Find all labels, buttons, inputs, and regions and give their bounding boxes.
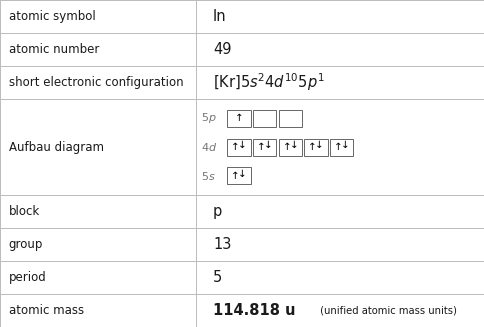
Text: ↑: ↑ — [334, 142, 343, 152]
Bar — [279, 139, 302, 156]
Bar — [227, 167, 251, 184]
Text: (unified atomic mass units): (unified atomic mass units) — [317, 305, 457, 316]
Text: ↑: ↑ — [235, 113, 243, 123]
Text: ↑: ↑ — [257, 142, 266, 152]
Text: short electronic configuration: short electronic configuration — [9, 76, 183, 89]
Text: $\mathregular{[Kr]5}s^{\mathregular{2}}\mathregular{4}d^{\mathregular{10}}\mathr: $\mathregular{[Kr]5}s^{\mathregular{2}}\… — [213, 72, 325, 93]
Text: $5s$: $5s$ — [201, 170, 215, 182]
Bar — [227, 110, 251, 127]
Bar — [227, 139, 251, 156]
Text: ↓: ↓ — [238, 169, 247, 179]
Text: block: block — [9, 205, 40, 218]
Bar — [253, 110, 276, 127]
Text: atomic mass: atomic mass — [9, 304, 84, 317]
Text: $5p$: $5p$ — [201, 111, 216, 125]
Bar — [304, 139, 328, 156]
Text: 5: 5 — [213, 270, 222, 285]
Text: ↑: ↑ — [231, 171, 240, 181]
Text: 13: 13 — [213, 237, 231, 252]
Text: group: group — [9, 238, 43, 251]
Text: ↓: ↓ — [289, 140, 298, 150]
Text: 114.818 u: 114.818 u — [213, 303, 295, 318]
Text: ↓: ↓ — [264, 140, 272, 150]
Text: Aufbau diagram: Aufbau diagram — [9, 141, 104, 154]
Text: ↓: ↓ — [238, 140, 247, 150]
Text: ↓: ↓ — [341, 140, 349, 150]
Text: ↑: ↑ — [283, 142, 291, 152]
Text: period: period — [9, 271, 46, 284]
Bar — [279, 110, 302, 127]
Text: ↑: ↑ — [308, 142, 317, 152]
Text: $4d$: $4d$ — [201, 141, 217, 153]
Bar — [330, 139, 353, 156]
Text: 49: 49 — [213, 42, 231, 57]
Text: ↑: ↑ — [231, 142, 240, 152]
Text: ↓: ↓ — [315, 140, 324, 150]
Text: atomic number: atomic number — [9, 43, 99, 56]
Bar — [253, 139, 276, 156]
Text: In: In — [213, 9, 227, 24]
Text: p: p — [213, 204, 222, 219]
Text: atomic symbol: atomic symbol — [9, 10, 95, 23]
